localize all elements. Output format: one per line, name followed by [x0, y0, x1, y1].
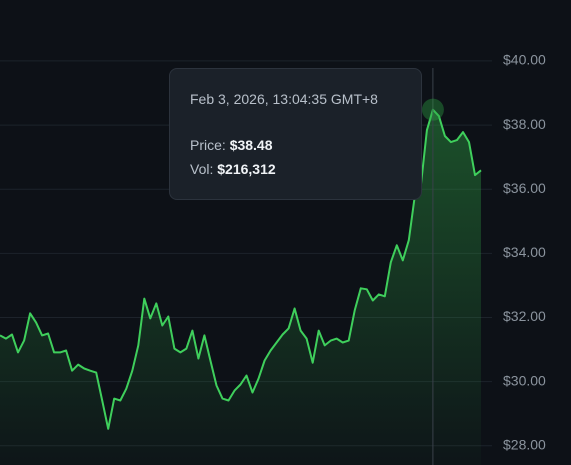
highlight-point [421, 98, 444, 121]
vol-value: $216,312 [217, 161, 276, 177]
y-tick-label: $36.00 [503, 180, 546, 196]
vol-name: Vol: [190, 161, 214, 177]
price-value: $38.48 [229, 137, 273, 153]
y-tick-label: $30.00 [503, 372, 546, 388]
y-tick-label: $32.00 [503, 308, 546, 324]
tooltip: Feb 3, 2026, 13:04:35 GMT+8 Price: $38.4… [169, 68, 422, 200]
tooltip-date: Feb 3, 2026, 13:04:35 GMT+8 [190, 91, 378, 107]
price-line [0, 108, 482, 430]
y-tick-label: $28.00 [503, 436, 546, 452]
tooltip-price: Price: $38.48 [190, 137, 273, 153]
y-tick-label: $40.00 [503, 52, 546, 68]
y-tick-label: $38.00 [503, 116, 546, 132]
y-tick-label: $34.00 [503, 244, 546, 260]
area-fill [0, 109, 481, 465]
tooltip-vol: Vol: $216,312 [190, 161, 276, 177]
price-name: Price: [190, 137, 226, 153]
